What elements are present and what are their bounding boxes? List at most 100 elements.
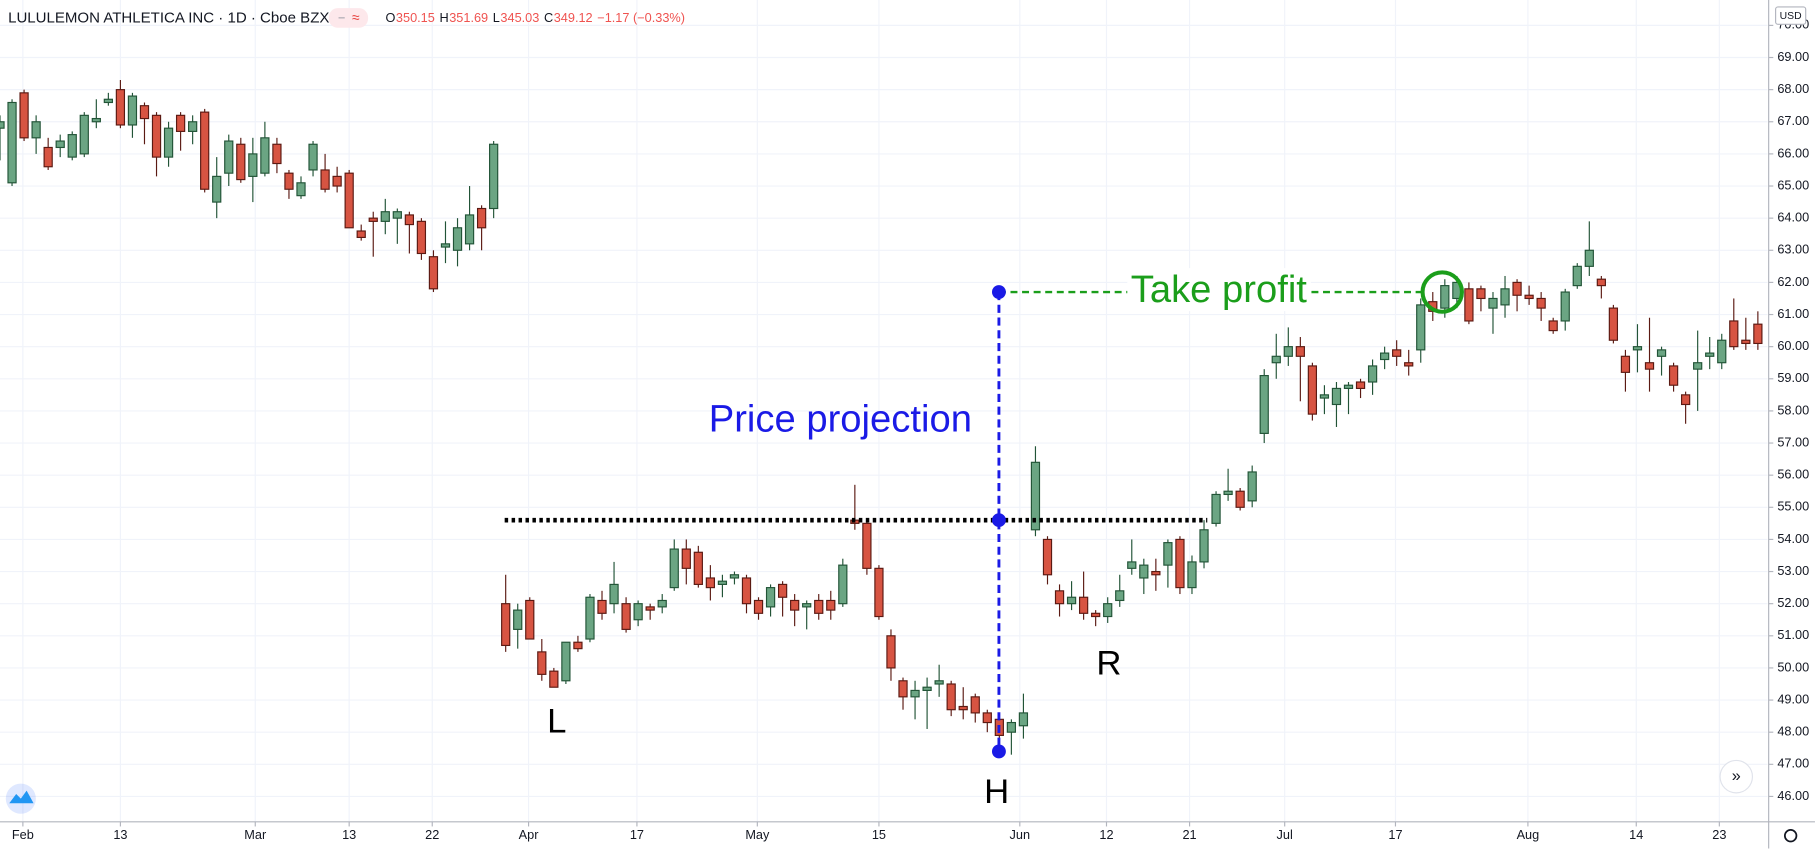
- candle-body: [1343, 384, 1354, 390]
- y-tick-label: 50.00: [1777, 659, 1809, 674]
- y-tick-label: 69.00: [1777, 49, 1809, 64]
- y-tick-label: 54.00: [1777, 531, 1809, 546]
- quote-key: H: [439, 10, 448, 25]
- candle-body: [464, 214, 475, 245]
- price-projection-label: Price projection: [709, 397, 972, 440]
- x-tick-label: 12: [1099, 827, 1113, 842]
- candle-body: [1416, 304, 1426, 351]
- candle-body: [1259, 374, 1269, 434]
- candle-body: [982, 712, 992, 724]
- candle-body: [0, 121, 5, 129]
- candle-body: [1018, 712, 1029, 727]
- settings-icon[interactable]: [1783, 829, 1798, 843]
- candle-body: [970, 696, 980, 714]
- candle-body: [1476, 288, 1486, 300]
- grid: [0, 0, 1768, 822]
- candle-body: [1187, 561, 1197, 589]
- candle-body: [1632, 346, 1643, 351]
- target-circle: [1420, 270, 1464, 314]
- candle-body: [308, 143, 318, 171]
- candle-body: [115, 89, 126, 126]
- symbol-title: LULULEMON ATHLETICA INC · 1D · Cboe BZX: [8, 9, 329, 26]
- candle-body: [1175, 538, 1185, 589]
- candle-body: [1644, 362, 1655, 370]
- candle-body: [573, 641, 583, 650]
- candle-body: [1668, 365, 1679, 386]
- y-tick-label: 60.00: [1777, 338, 1809, 353]
- candle-body: [1319, 394, 1330, 399]
- x-tick-label: May: [745, 827, 770, 842]
- candle-body: [296, 182, 306, 197]
- candle-body: [729, 574, 740, 579]
- candle-body: [260, 137, 270, 174]
- candle-body: [1560, 291, 1570, 322]
- currency-badge[interactable]: [1775, 6, 1807, 25]
- left-shoulder-label: L: [547, 703, 566, 741]
- toggle-icon: −: [338, 10, 345, 25]
- candle-body: [1091, 612, 1101, 618]
- x-tick-label: Mar: [244, 827, 267, 842]
- candle-body: [1042, 538, 1053, 576]
- candle-body: [669, 548, 679, 589]
- x-tick-label: Apr: [519, 827, 540, 842]
- quote-change: −1.17 (−0.33%): [597, 10, 685, 25]
- candle-body: [946, 683, 956, 711]
- candle-body: [489, 143, 499, 210]
- candle-body: [163, 127, 174, 158]
- y-tick-label: 52.00: [1777, 595, 1809, 610]
- y-tick-label: 47.00: [1777, 756, 1809, 771]
- candle-body: [1717, 339, 1727, 364]
- candle-body: [1379, 352, 1390, 361]
- candle-body: [1620, 355, 1631, 373]
- candle-body: [380, 211, 390, 222]
- compare-toggle[interactable]: [328, 8, 369, 28]
- quote-value: 349.12: [554, 10, 593, 25]
- candle-body: [1066, 596, 1077, 605]
- candle-body: [224, 140, 234, 174]
- quote-value: 351.69: [449, 10, 488, 25]
- y-tick-label: 48.00: [1777, 724, 1809, 739]
- candle-body: [440, 243, 451, 248]
- candle-body: [103, 98, 113, 104]
- candle-body: [886, 635, 896, 669]
- candle-body: [344, 172, 354, 229]
- candle-body: [7, 101, 17, 184]
- x-tick-label: Jun: [1010, 827, 1031, 842]
- quote-value: 350.15: [396, 10, 435, 25]
- candle-body: [657, 599, 667, 608]
- target-dot: [991, 285, 1006, 299]
- toggle-icon: ≈: [352, 9, 360, 25]
- candle-body: [1235, 490, 1245, 508]
- scroll-button[interactable]: [1719, 759, 1754, 794]
- x-tick-label: 22: [425, 827, 439, 842]
- y-tick-label: 55.00: [1777, 499, 1809, 514]
- candle-body: [1548, 320, 1558, 332]
- candle-body: [1572, 265, 1582, 287]
- candle-body: [1247, 471, 1257, 502]
- candle-body: [1500, 288, 1510, 306]
- candle-body: [597, 599, 607, 614]
- y-tick-label: 68.00: [1777, 81, 1809, 96]
- candle-body: [1440, 285, 1450, 309]
- candle-body: [392, 211, 402, 219]
- candle-body: [1741, 339, 1751, 345]
- y-tick-label: 56.00: [1777, 467, 1809, 482]
- candle-body: [1115, 590, 1125, 602]
- candle-body: [525, 599, 535, 640]
- quote-value: 345.03: [500, 10, 539, 25]
- candle-body: [645, 606, 655, 611]
- candle-body: [1295, 346, 1305, 357]
- candle-body: [549, 670, 559, 688]
- y-tick-label: 51.00: [1777, 627, 1809, 642]
- candle-body: [1355, 381, 1366, 390]
- x-tick-label: 23: [1712, 827, 1726, 842]
- candle-body: [1151, 570, 1161, 576]
- candle-body: [1006, 721, 1017, 733]
- candle-body: [236, 143, 246, 181]
- candle-body: [356, 230, 366, 239]
- candle-body: [1596, 278, 1606, 287]
- candle-body: [1693, 362, 1703, 370]
- candle-body: [212, 175, 222, 203]
